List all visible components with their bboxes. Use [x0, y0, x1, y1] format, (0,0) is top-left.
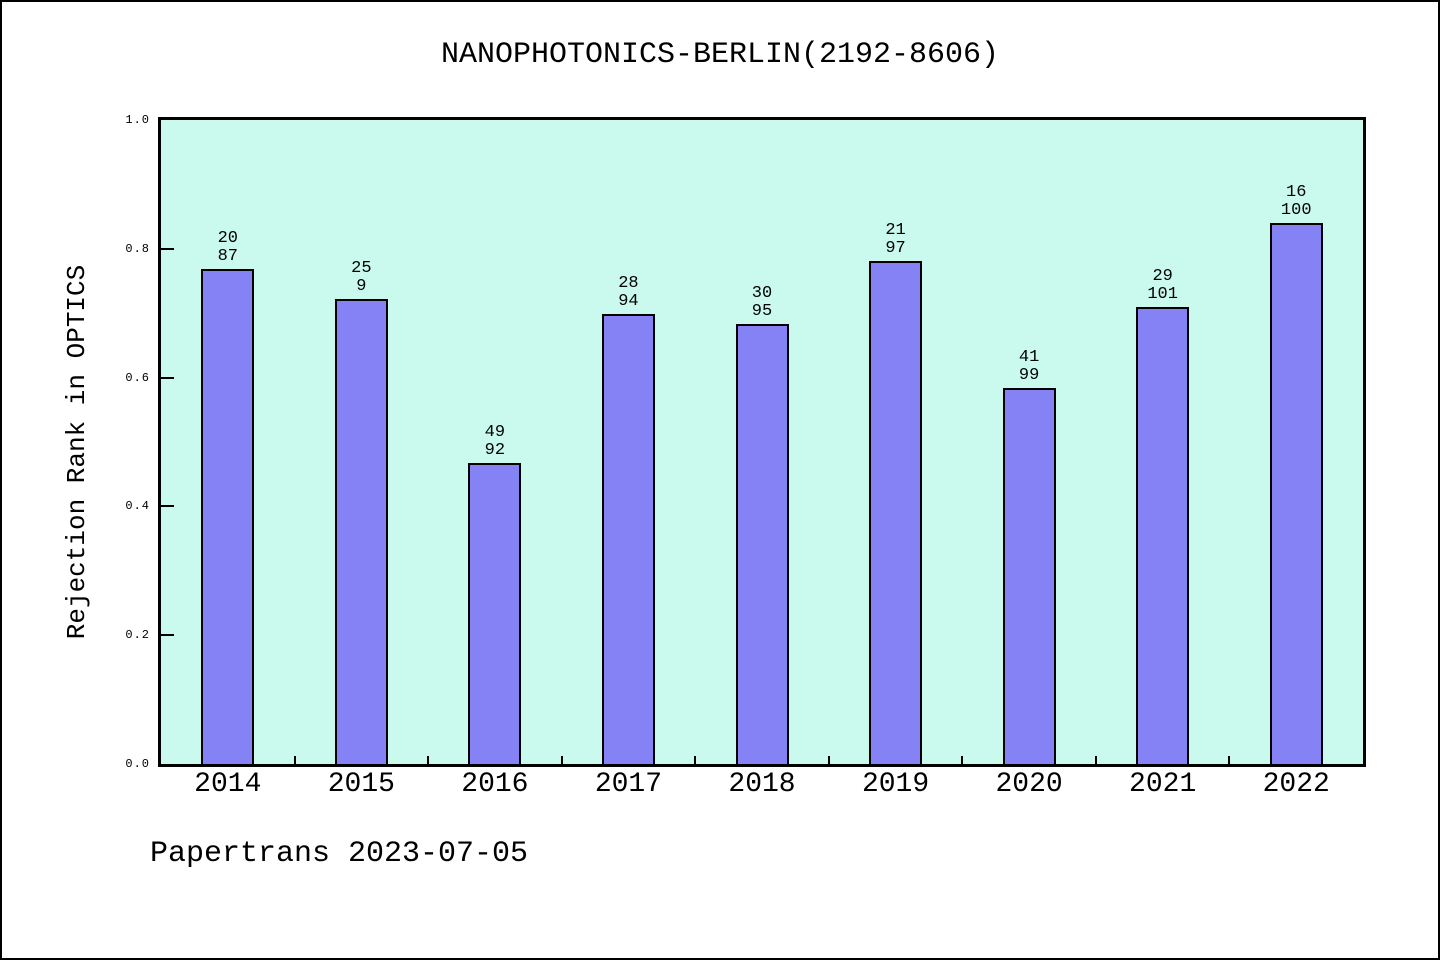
x-tick-label: 2019 [861, 769, 930, 800]
y-tick-label: 0.6 [125, 370, 150, 385]
x-tick-label: 2017 [594, 769, 663, 800]
x-minor-tick [1228, 756, 1231, 764]
x-minor-tick [827, 756, 830, 764]
bar [1136, 307, 1190, 764]
x-minor-tick [961, 756, 964, 764]
x-minor-tick [694, 756, 697, 764]
y-tick [161, 247, 174, 250]
bar [334, 299, 388, 764]
bar-value-label: 25 9 [351, 259, 372, 296]
bar-value-label: 49 92 [484, 423, 506, 460]
y-tick-label: 0.0 [125, 757, 150, 771]
x-tick-label: 2018 [728, 769, 796, 800]
x-tick-label: 2020 [995, 769, 1063, 800]
x-minor-tick [293, 756, 296, 764]
bar [1269, 223, 1323, 764]
y-tick [161, 376, 174, 379]
bar-value-label: 41 99 [1018, 348, 1040, 385]
plot-area: 20 87 25 9 49 92 28 94 30 95 21 97 41 99 29 101… [158, 117, 1366, 767]
x-tick-label: 2015 [327, 769, 395, 800]
y-tick [161, 634, 174, 637]
bar [735, 324, 789, 764]
y-tick-label: 0.4 [125, 499, 150, 514]
bar [201, 269, 255, 764]
bar [1002, 388, 1056, 764]
caption: Papertrans 2023-07-05 [150, 837, 529, 871]
x-minor-tick [560, 756, 563, 764]
y-tick [161, 505, 174, 508]
x-minor-tick [427, 756, 430, 764]
chart-title: NANOPHOTONICS-BERLIN(2192-8606) [440, 38, 1000, 72]
bar [468, 463, 522, 764]
bar-value-label: 28 94 [618, 274, 639, 311]
bar-value-label: 30 95 [751, 284, 773, 321]
bar [869, 261, 923, 764]
y-tick-label: 1.0 [125, 113, 150, 127]
x-tick-label: 2021 [1129, 769, 1197, 800]
x-tick-label: 2016 [461, 769, 529, 800]
y-tick-label: 0.2 [125, 628, 150, 643]
y-tick-label: 0.8 [125, 241, 150, 256]
x-tick-label: 2014 [194, 769, 262, 800]
bar-value-label: 16 100 [1280, 183, 1312, 220]
x-minor-tick [1094, 756, 1097, 764]
bar-value-label: 21 97 [885, 221, 906, 258]
bar [601, 314, 655, 764]
bar-value-label: 29 101 [1147, 267, 1178, 304]
bar-value-label: 20 87 [217, 229, 238, 266]
y-axis-title: Rejection Rank in OPTICS [62, 264, 92, 640]
x-tick-label: 2022 [1262, 769, 1330, 800]
